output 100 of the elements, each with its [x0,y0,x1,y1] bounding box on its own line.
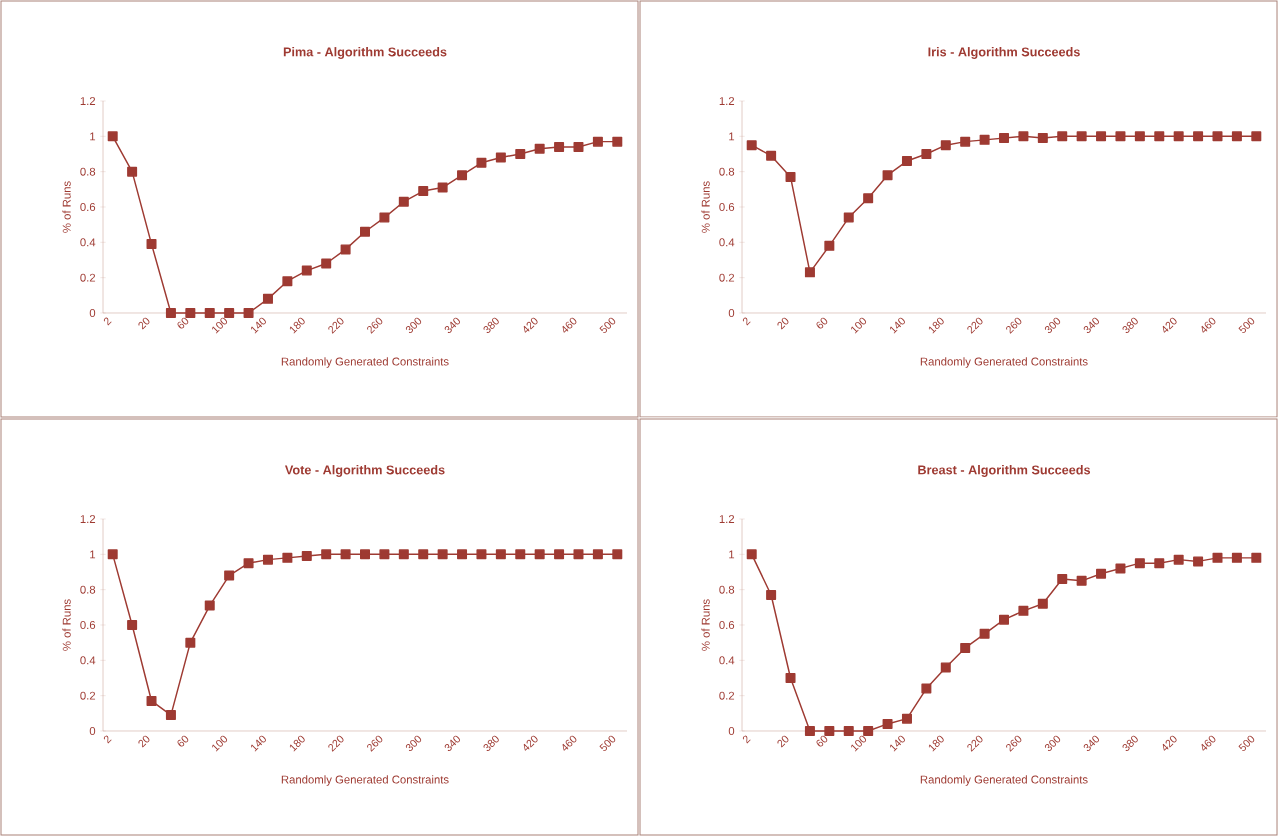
point [495,549,506,560]
point [766,589,777,600]
point [360,549,371,560]
point [612,549,623,560]
y-tick-label: 0.4 [80,238,96,247]
x-tick-label: 140 [890,735,905,752]
point [979,628,990,639]
x-tick-label: 100 [851,735,867,752]
x-tick-label: 260 [1006,735,1022,752]
point [243,307,254,318]
x-tick-label: 380 [1122,317,1138,334]
x-tick-label: 460 [562,735,577,751]
point [785,672,796,684]
x-tick-label: 2 [742,317,751,326]
x-tick-label: 60 [816,735,828,747]
x-tick-label: 460 [562,317,577,333]
point [1018,605,1029,616]
point [146,239,157,250]
point [282,552,293,563]
point [437,549,448,560]
x-tick-label: 60 [816,317,828,329]
y-tick-label: 0.4 [719,238,735,247]
point [301,265,312,276]
point [379,549,390,560]
point [1134,131,1145,142]
point [1115,131,1126,142]
chart-title: Vote - Algorithm Succeeds [284,465,445,477]
point [573,141,584,152]
point [457,170,468,181]
y-axis-title: % of Runs [701,599,710,651]
y-tick-label: 0.8 [719,167,735,176]
x-tick-label: 500 [599,317,616,334]
point [1231,552,1242,563]
x-tick-label: 380 [1122,735,1138,752]
point [1212,552,1223,563]
point [340,549,351,560]
x-tick-label: 500 [599,735,616,752]
point [1096,131,1107,142]
point [534,143,545,154]
point [1231,131,1242,142]
x-tick-label: 420 [523,317,538,333]
x-tick-label: 420 [1162,317,1177,333]
point [785,171,796,182]
x-tick-label: 500 [1238,735,1255,752]
point [824,725,835,736]
point [398,196,409,207]
x-tick-label: 300 [1044,735,1061,752]
point [746,140,757,151]
point [554,549,565,560]
y-tick-label: 0.6 [80,202,96,211]
point [127,619,138,631]
x-tick-label: 420 [523,735,538,751]
point [999,133,1010,144]
point [592,136,603,147]
point [107,549,118,560]
x-tick-label: 300 [405,317,422,334]
point [243,558,254,569]
y-tick-label: 1 [729,132,735,141]
point [515,549,526,560]
point [1076,131,1087,142]
point [612,136,623,147]
x-tick-label: 60 [177,735,189,747]
x-tick-label: 500 [1238,317,1255,334]
point [321,549,332,560]
y-tick-label: 1 [729,550,735,559]
point [960,642,971,653]
x-tick-label: 340 [1083,317,1099,334]
x-tick-label: 220 [967,735,983,752]
point [476,549,487,560]
y-tick-label: 0.6 [80,620,96,629]
point [960,136,971,147]
x-axis-title: Randomly Generated Constraints [920,775,1088,786]
point [204,600,215,611]
point [1115,563,1126,574]
x-tick-label: 140 [890,317,905,334]
x-tick-label: 2 [103,735,112,744]
x-tick-label: 260 [367,317,383,334]
point [766,150,777,161]
point [901,156,912,167]
point [204,307,215,318]
point [224,307,235,318]
point [418,186,429,197]
y-tick-label: 0.4 [719,656,735,665]
point [554,141,565,152]
point [418,549,429,560]
y-tick-label: 1.2 [80,515,96,523]
y-axis-title: % of Runs [701,181,710,233]
x-tick-label: 180 [928,735,944,752]
point [515,148,526,159]
point [282,276,293,287]
point [999,614,1010,625]
y-tick-label: 1.2 [719,97,735,105]
x-tick-label: 340 [444,317,460,334]
y-tick-label: 0.2 [80,273,96,282]
x-tick-label: 460 [1201,735,1216,751]
x-tick-label: 220 [967,317,983,334]
point [262,554,273,565]
x-tick-label: 220 [328,735,344,752]
point [360,226,371,237]
chart-title: Iris - Algorithm Succeeds [928,47,1080,59]
